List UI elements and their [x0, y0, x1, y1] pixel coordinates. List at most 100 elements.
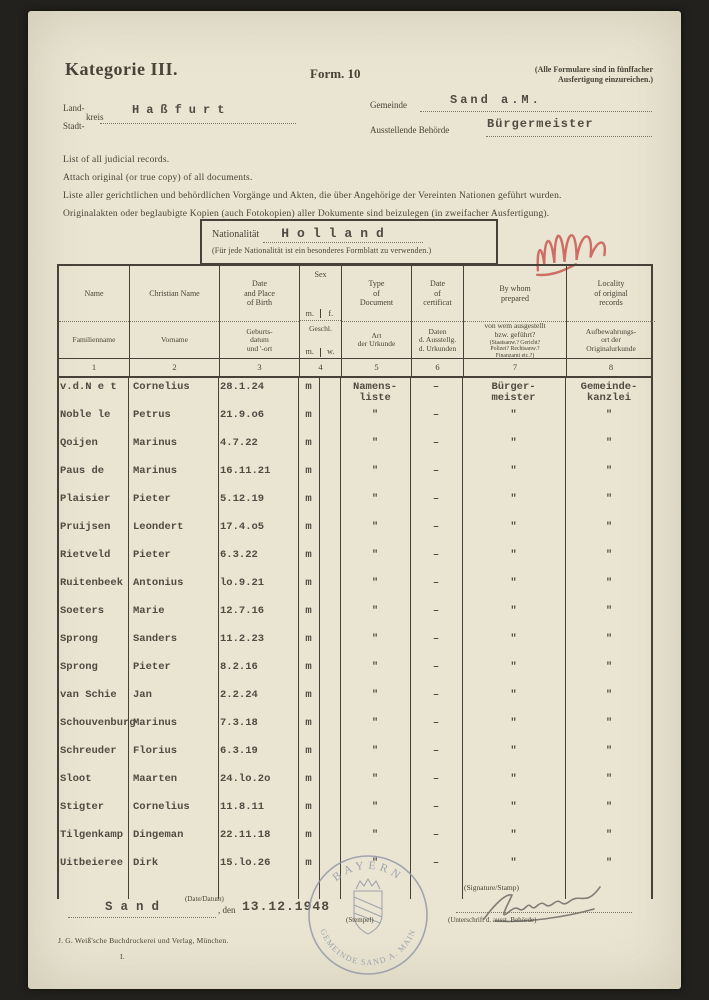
cell-_w: [319, 770, 340, 798]
cell-loc: ": [605, 493, 613, 505]
printer-imprint: J. G. Weiß'sche Buchdruckerei und Verlag…: [58, 936, 229, 945]
col-number-3: 3: [220, 359, 300, 376]
cell-given: Jan: [133, 689, 152, 701]
col-preparer-en: By whom prepared: [464, 266, 566, 322]
cell-_w: [319, 826, 340, 854]
cell-doc: ": [371, 549, 379, 561]
cell-dob: 17.4.o5: [220, 521, 265, 533]
cell-_w: [319, 378, 340, 406]
stadt-label: Stadt-: [63, 121, 85, 131]
cell-loc: ": [605, 801, 613, 813]
nationality-label: Nationalität: [212, 229, 260, 240]
cell-_w: [319, 658, 340, 686]
cell-name: v.d.N e t: [60, 381, 117, 393]
sex-en-label: Sex: [314, 270, 327, 279]
table-row: Sloot Maarten 24.lo.2o m " – " ": [57, 770, 653, 798]
cell-given: Dingeman: [133, 829, 184, 841]
cell-doc: ": [371, 689, 379, 701]
cell-cert: –: [432, 773, 440, 785]
cell-doc: ": [371, 409, 379, 421]
cell-sex: m: [305, 633, 312, 645]
gemeinde-label: Gemeinde: [370, 100, 407, 110]
cell-name: Sloot: [60, 773, 92, 785]
cell-given: Marinus: [133, 465, 178, 477]
cell-prep: ": [510, 773, 517, 785]
table-row: Noble le Petrus 21.9.o6 m " – " ": [57, 406, 653, 434]
stamp-top-text: BAYERN: [331, 860, 402, 884]
instruction-line-4: Originalakten oder beglaubigte Kopien (a…: [63, 209, 550, 219]
cell-doc: ": [371, 605, 379, 617]
cell-dob: lo.9.21: [220, 577, 265, 589]
cell-name: Noble le: [60, 409, 111, 421]
cell-loc: ": [605, 689, 613, 701]
cell-prep: ": [510, 521, 517, 533]
cell-doc: ": [371, 829, 379, 841]
cell-cert: –: [432, 437, 440, 449]
col-sex-header: Sex m. f. Geschl. m. w.: [300, 266, 342, 359]
table-row: Plaisier Pieter 5.12.19 m " – " ": [57, 490, 653, 518]
cell-prep: ": [510, 661, 517, 673]
col-birth-header: Date and Place of Birth Geburts- datum u…: [220, 266, 300, 359]
sex-en-m: m.: [300, 308, 321, 318]
table-header: Name Familienname Christian Name Vorname…: [57, 264, 655, 359]
cell-dob: 24.lo.2o: [220, 773, 271, 785]
cell-name: Stigter: [60, 801, 105, 813]
cell-cert: –: [432, 717, 440, 729]
col-sex-de: Geschl. m. w.: [300, 321, 341, 359]
table-vline: [462, 378, 463, 899]
col-christian-de: Vorname: [161, 335, 188, 345]
cell-doc: ": [371, 493, 379, 505]
table-row: Stigter Cornelius 11.8.11 m " – " ": [57, 798, 653, 826]
cell-cert: –: [432, 801, 440, 813]
cell-dob: 16.11.21: [220, 465, 271, 477]
col-birth-de: Geburts- datum und '-ort: [246, 326, 273, 353]
cell-_w: [319, 602, 340, 630]
table-vline: [128, 378, 129, 899]
table-vline: [565, 378, 566, 899]
cell-loc: ": [605, 577, 613, 589]
table-row: Rietveld Pieter 6.3.22 m " – " ": [57, 546, 653, 574]
cell-dob: 8.2.16: [220, 661, 258, 673]
cell-dob: 7.3.18: [220, 717, 258, 729]
col-certdate-header: Date of certificat Daten d. Ausstellg. d…: [412, 266, 464, 359]
cell-loc: ": [605, 549, 613, 561]
cell-name: Plaisier: [60, 493, 111, 505]
cell-sex: m: [305, 493, 312, 505]
cell-dob: 22.11.18: [220, 829, 271, 841]
col-preparer-de-main: von wem ausgestellt bzw. geführt?: [484, 321, 546, 339]
table-row: Sprong Sanders 11.2.23 m " – " ": [57, 630, 653, 658]
cell-doc: ": [371, 745, 379, 757]
cell-cert: –: [432, 829, 440, 841]
copies-note: (Alle Formulare sind in fünffacher Ausfe…: [534, 65, 653, 84]
col-name-en: Name: [59, 266, 129, 322]
cell-sex: m: [305, 661, 312, 673]
cell-given: Dirk: [133, 857, 159, 869]
cell-_w: [319, 462, 340, 490]
cell-prep: ": [510, 577, 517, 589]
instruction-line-2: Attach original (or true copy) of all do…: [63, 173, 253, 183]
table-row: Ruitenbeek Antonius lo.9.21 m " – " ": [57, 574, 653, 602]
cell-name: Qoijen: [60, 437, 98, 449]
col-preparer-de: von wem ausgestellt bzw. geführt? (Staat…: [464, 321, 566, 359]
cell-_w: [319, 490, 340, 518]
cell-dob: 4.7.22: [220, 437, 258, 449]
cell-sex: m: [305, 577, 312, 589]
table-vline: [298, 378, 299, 899]
den-label: , den: [218, 905, 236, 915]
cell-sex: m: [305, 829, 312, 841]
table-row: Schouvenburg Marinus 7.3.18 m " – " ": [57, 714, 653, 742]
land-label: Land-: [63, 103, 85, 113]
cell-doc: ": [371, 577, 379, 589]
cell-dob: 15.lo.26: [220, 857, 271, 869]
gemeinde-dotted-line: [420, 110, 652, 112]
form-number: Form. 10: [310, 66, 361, 81]
cell-name: Uitbeieree: [60, 857, 124, 869]
col-certdate-de: Daten d. Ausstellg. d. Urkunden: [418, 326, 457, 353]
table-vline: [651, 378, 653, 899]
cell-prep: ": [510, 689, 517, 701]
col-doctype-en: Type of Document: [342, 266, 411, 322]
cell-doc: ": [371, 801, 379, 813]
cell-_w: [319, 798, 340, 826]
cell-_w: [319, 546, 340, 574]
cell-dob: 6.3.19: [220, 745, 258, 757]
